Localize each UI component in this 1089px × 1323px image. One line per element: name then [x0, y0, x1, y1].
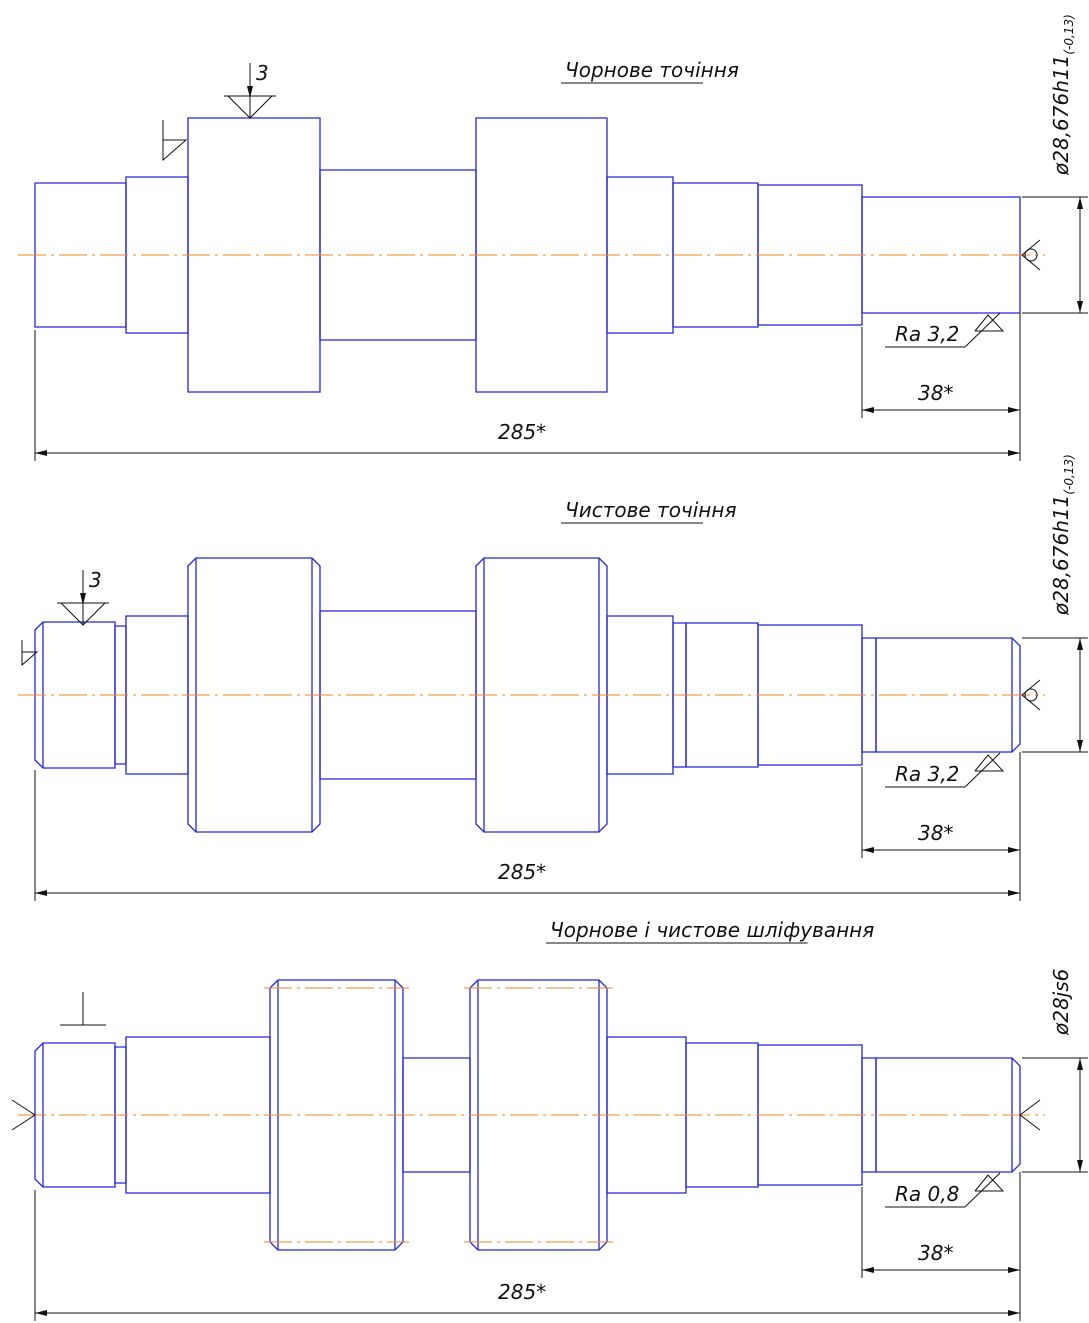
datum-symbol — [1021, 239, 1041, 271]
shaft-step — [606, 176, 674, 334]
leader-line — [964, 752, 1001, 788]
roughness-sign — [60, 602, 106, 626]
shaft-view — [18, 117, 1045, 393]
arrow-head — [1077, 638, 1083, 650]
arrow-head — [35, 1310, 47, 1316]
arrow-head — [862, 1267, 874, 1273]
arrow-head — [247, 86, 253, 98]
shaft-step — [757, 624, 863, 766]
depth-label: 3 — [256, 61, 269, 85]
diameter-label: ø28,676h11(-0,13) — [1049, 14, 1076, 176]
shaft-step — [685, 622, 759, 768]
datum-symbol — [60, 992, 106, 1026]
roughness-sign — [974, 314, 1005, 332]
length-short-label: 38* — [918, 1241, 953, 1265]
arrow-head — [35, 890, 47, 896]
shaft-step — [672, 182, 759, 328]
datum-symbol — [162, 120, 188, 162]
leader-line — [964, 1172, 1001, 1208]
shaft-step — [475, 557, 608, 833]
length-short-label: 38* — [918, 821, 953, 845]
arrow-head — [1077, 197, 1083, 209]
shaft-step — [606, 1036, 687, 1194]
roughness-sign — [974, 1174, 1005, 1192]
shaft-step — [757, 184, 863, 326]
shaft-step — [757, 1044, 863, 1186]
arrow-head — [862, 407, 874, 413]
shaft-step — [606, 615, 674, 775]
arrow-head — [1008, 847, 1020, 853]
arrow-head — [80, 593, 86, 605]
shaft-step — [475, 117, 608, 393]
arrow-head — [35, 450, 47, 456]
diameter-label: ø28js6 — [1049, 969, 1073, 1036]
arrow-head — [1008, 407, 1020, 413]
datum-symbol — [1024, 688, 1038, 702]
length-total-label: 285* — [498, 420, 546, 444]
shaft-step — [187, 557, 321, 833]
diameter-label: ø28,676h11(-0,13) — [1049, 454, 1076, 616]
operation-title: Чорнове точіння — [565, 58, 739, 82]
arrow-head — [1008, 1310, 1020, 1316]
arrow-head — [1077, 740, 1083, 752]
datum-symbol — [1021, 679, 1041, 711]
diameter-value: ø28,676h11 — [1049, 55, 1073, 176]
length-short-label: 38* — [918, 381, 953, 405]
arrow-head — [1008, 890, 1020, 896]
arrow-head — [862, 847, 874, 853]
leader-line — [964, 312, 1001, 348]
roughness-sign — [227, 95, 273, 119]
roughness-label: Ra 3,2 — [895, 762, 959, 786]
depth-label: 3 — [89, 568, 102, 592]
shaft-view — [18, 979, 1045, 1251]
datum-symbol — [1024, 248, 1038, 262]
shaft-step — [685, 1042, 759, 1188]
datum-symbol — [21, 640, 39, 667]
roughness-sign — [974, 754, 1005, 772]
operation-title: Чистове точіння — [565, 498, 736, 522]
arrow-head — [1008, 1267, 1020, 1273]
datum-symbol — [11, 1099, 36, 1131]
shaft-view — [18, 557, 1045, 833]
length-total-label: 285* — [498, 1280, 546, 1304]
datum-symbol — [1019, 1099, 1041, 1131]
roughness-label: Ra 0,8 — [895, 1182, 959, 1206]
arrow-head — [1008, 450, 1020, 456]
arrow-head — [1077, 301, 1083, 313]
diameter-tolerance: (-0,13) — [1062, 454, 1076, 494]
diameter-tolerance: (-0,13) — [1062, 14, 1076, 54]
arrow-head — [1077, 1058, 1083, 1070]
shaft-step — [187, 117, 321, 393]
diameter-value: ø28,676h11 — [1049, 495, 1073, 616]
length-total-label: 285* — [498, 860, 546, 884]
arrow-head — [1077, 1160, 1083, 1172]
operation-title: Чорнове і чистове шліфування — [550, 918, 874, 942]
roughness-label: Ra 3,2 — [895, 322, 959, 346]
diameter-value: ø28js6 — [1049, 969, 1073, 1036]
